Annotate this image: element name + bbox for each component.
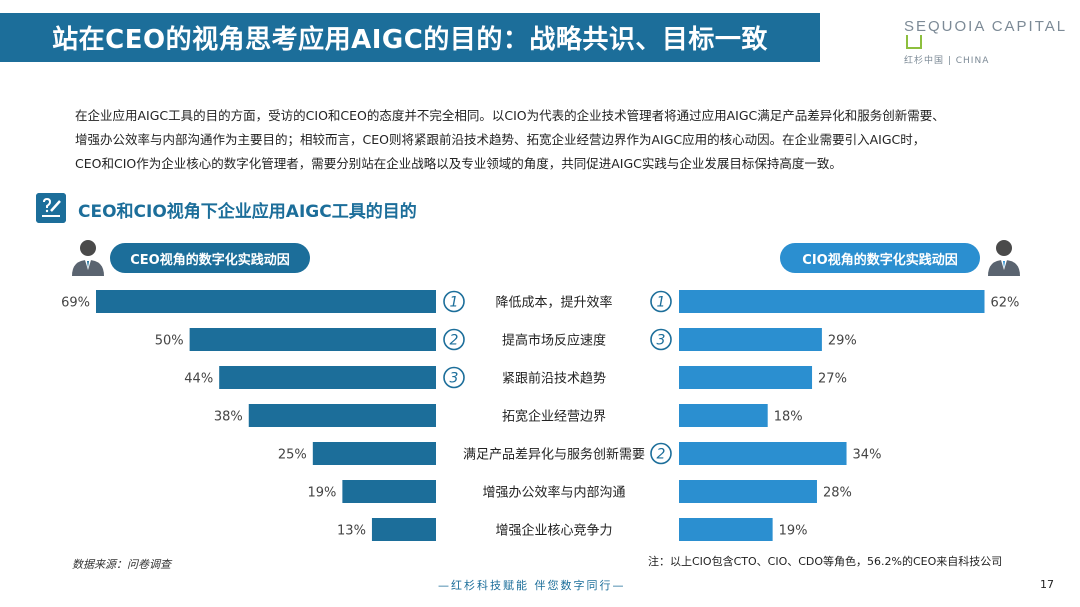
page-number: 17 xyxy=(1040,578,1054,591)
ceo-bar xyxy=(342,480,436,503)
category-label: 增强办公效率与内部沟通 xyxy=(482,485,625,501)
cio-bar xyxy=(679,290,985,313)
cio-pill-label: CIO视角的数字化实践动因 xyxy=(802,252,958,268)
rank-label: 3 xyxy=(450,371,459,387)
cio-value-label: 19% xyxy=(779,524,808,539)
intro-paragraph: 在企业应用AIGC工具的目的方面，受访的CIO和CEO的态度并不完全相同。以CI… xyxy=(75,104,1035,176)
category-label: 拓宽企业经营边界 xyxy=(502,409,606,425)
intro-line: 增强办公效率与内部沟通作为主要目的；相较而言，CEO则将紧跟前沿技术趋势、拓宽企… xyxy=(75,132,926,147)
cio-bar xyxy=(679,518,773,541)
category-label: 增强企业核心竞争力 xyxy=(495,523,612,539)
intro-line: CEO和CIO作为企业核心的数字化管理者，需要分别站在企业战略以及专业领域的角度… xyxy=(75,156,842,171)
page-title-bar: 站在CEO的视角思考应用AIGC的目的：战略共识、目标一致 xyxy=(0,13,820,62)
rank-label: 2 xyxy=(450,333,459,349)
page-title: 站在CEO的视角思考应用AIGC的目的：战略共识、目标一致 xyxy=(52,25,768,55)
rank-circle xyxy=(650,442,672,465)
intro-line: 在企业应用AIGC工具的目的方面，受访的CIO和CEO的态度并不完全相同。以CI… xyxy=(75,108,945,123)
cio-value-label: 62% xyxy=(991,296,1020,311)
ceo-value-label: 25% xyxy=(278,448,307,463)
ceo-bar xyxy=(312,442,436,465)
ceo-value-label: 44% xyxy=(184,372,213,387)
ceo-bar xyxy=(219,366,436,389)
ceo-value-label: 69% xyxy=(61,296,90,311)
cio-value-label: 18% xyxy=(774,410,803,425)
ceo-value-label: 50% xyxy=(155,334,184,349)
rank-label: 1 xyxy=(657,295,666,311)
rank-label: 2 xyxy=(657,447,666,463)
ceo-bar xyxy=(96,290,436,313)
sequoia-mark-icon xyxy=(906,35,922,49)
rank-circle xyxy=(650,328,672,351)
ceo-bar xyxy=(248,404,436,427)
ceo-avatar-icon xyxy=(72,240,104,276)
rank-circle xyxy=(443,290,465,313)
ceo-value-label: 19% xyxy=(307,486,336,501)
cio-bar xyxy=(679,442,847,465)
source-note: 数据来源：问卷调查 xyxy=(72,558,171,571)
ceo-pill-label: CEO视角的数字化实践动因 xyxy=(130,252,290,268)
ceo-bar xyxy=(189,328,436,351)
rank-label: 1 xyxy=(450,295,459,311)
ceo-pill: CEO视角的数字化实践动因 xyxy=(110,243,310,273)
ceo-value-label: 13% xyxy=(337,524,366,539)
category-label: 满足产品差异化与服务创新需要 xyxy=(463,447,645,463)
ceo-value-label: 38% xyxy=(214,410,243,425)
cio-value-label: 27% xyxy=(818,372,847,387)
cio-value-label: 28% xyxy=(823,486,852,501)
logo-main-text: SEQUOIA CAPITAL xyxy=(904,18,1068,35)
sequoia-logo: SEQUOIA CAPITAL 红杉中国 | CHINA xyxy=(904,18,1080,66)
category-label: 紧跟前沿技术趋势 xyxy=(502,371,606,387)
category-label: 提高市场反应速度 xyxy=(502,333,606,349)
edit-note-icon xyxy=(36,193,66,223)
rank-circle xyxy=(650,290,672,313)
footer-slogan: —红杉科技赋能 伴您数字同行— xyxy=(438,579,626,592)
ceo-bar xyxy=(371,518,436,541)
cio-avatar-icon xyxy=(988,240,1020,276)
rank-label: 3 xyxy=(657,333,666,349)
category-label: 降低成本，提升效率 xyxy=(495,295,612,311)
logo-sub-text: 红杉中国 | CHINA xyxy=(904,56,990,66)
cio-bar xyxy=(679,404,768,427)
cio-bar xyxy=(679,366,813,389)
role-note: 注：以上CIO包含CTO、CIO、CDO等角色，56.2%的CEO来自科技公司 xyxy=(648,555,1003,568)
cio-value-label: 29% xyxy=(828,334,857,349)
rank-circle xyxy=(443,328,465,351)
cio-bar xyxy=(679,480,817,503)
cio-pill: CIO视角的数字化实践动因 xyxy=(780,243,980,273)
cio-bar xyxy=(679,328,822,351)
section-title: CEO和CIO视角下企业应用AIGC工具的目的 xyxy=(78,202,417,222)
cio-value-label: 34% xyxy=(853,448,882,463)
rank-circle xyxy=(443,366,465,389)
